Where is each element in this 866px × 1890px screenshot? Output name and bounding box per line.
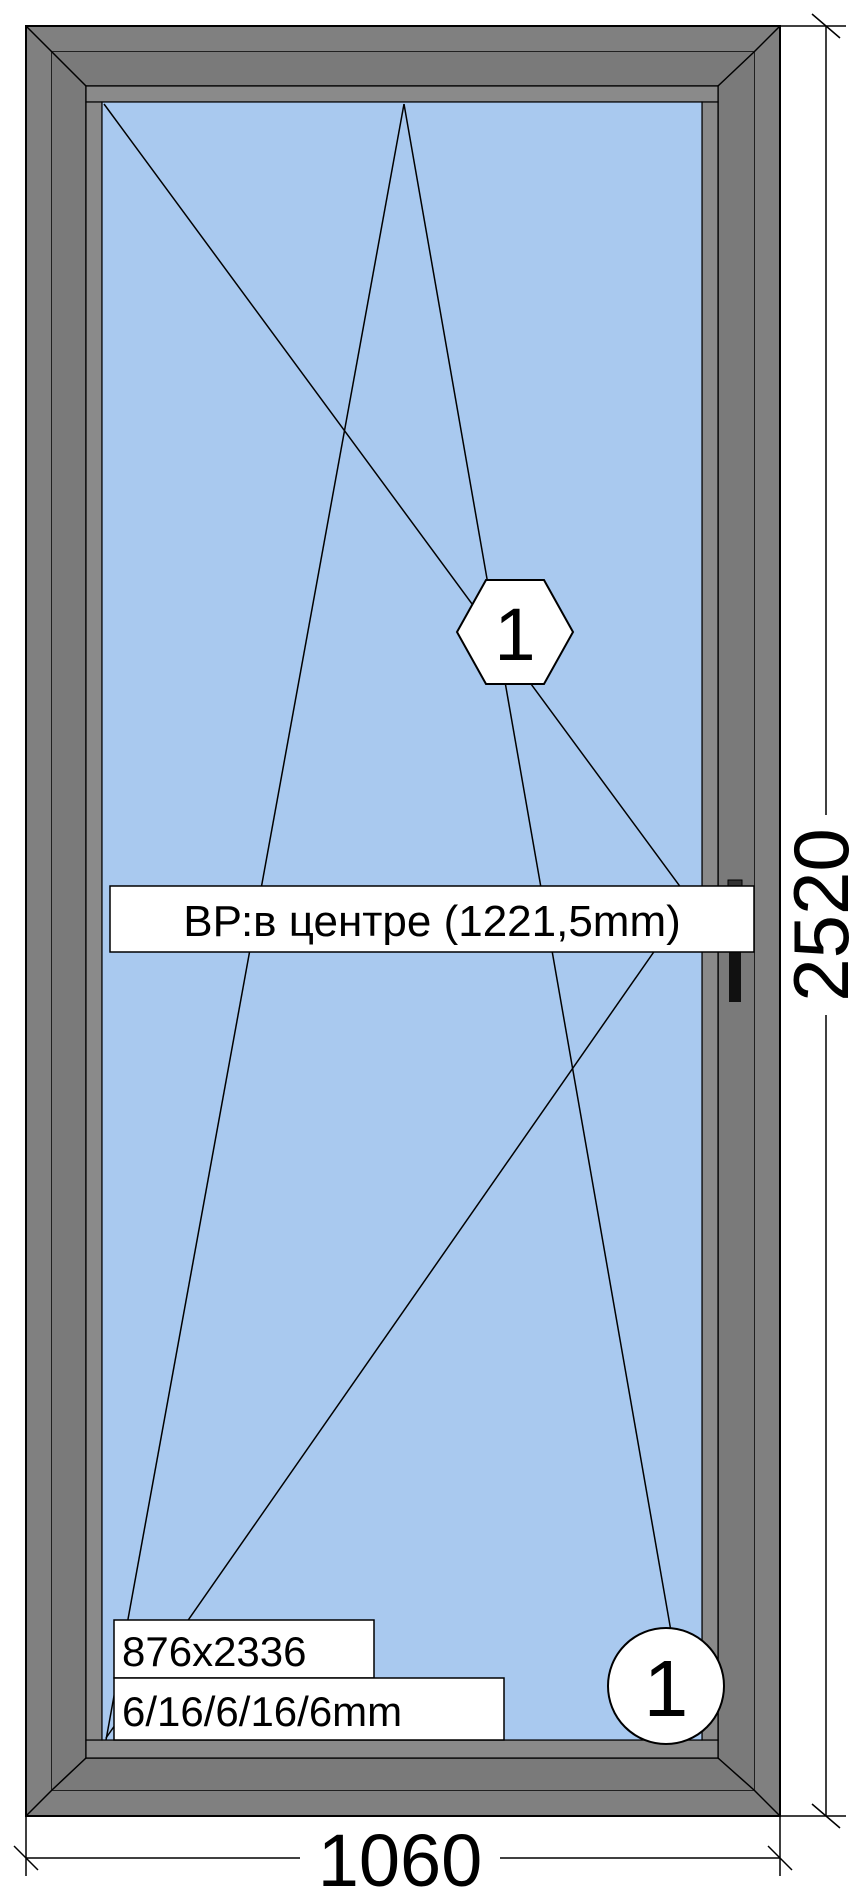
glass-formula-label: 6/16/6/16/6mm	[113, 1677, 505, 1741]
sash-marker: 1	[455, 579, 575, 685]
sash-marker-number: 1	[494, 593, 535, 676]
turn-line-bottom	[105, 899, 691, 1739]
width-dimension	[13, 1816, 793, 1876]
glass-marker: 1	[607, 1627, 725, 1745]
height-dimension	[780, 13, 846, 1829]
handle-position-text: ВР:в центре (1221,5mm)	[183, 897, 681, 946]
height-dimension-value: 2520	[777, 828, 865, 1002]
glass-marker-number: 1	[644, 1644, 689, 1733]
glass-size-label: 876x2336	[113, 1619, 375, 1679]
glass-formula-text: 6/16/6/16/6mm	[122, 1688, 402, 1735]
turn-line-top	[103, 103, 691, 901]
handle-position-label: ВР:в центре (1221,5mm)	[109, 885, 755, 953]
glass-size-text: 876x2336	[122, 1628, 307, 1675]
width-dimension-value: 1060	[318, 1819, 483, 1890]
